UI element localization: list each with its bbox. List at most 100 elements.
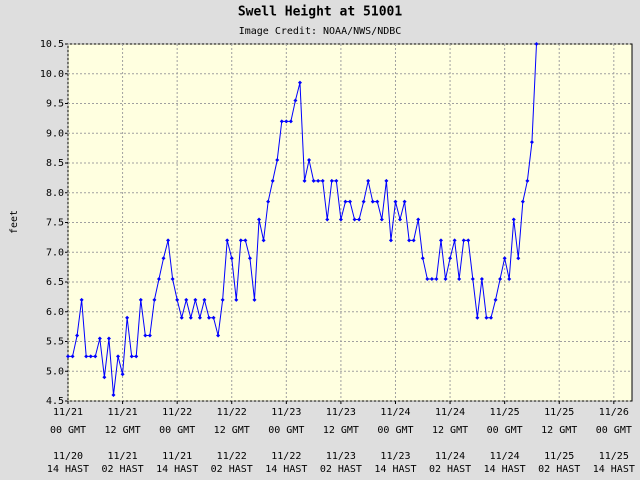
x-tick-label: 00 GMT — [159, 425, 195, 436]
data-point — [293, 98, 298, 103]
data-point — [238, 238, 243, 243]
x-tick-label: 11/23 — [380, 451, 410, 462]
x-tick-label: 11/25 — [544, 407, 574, 418]
data-point — [161, 256, 166, 261]
x-tick-label: 11/23 — [271, 407, 301, 418]
data-point — [375, 199, 380, 204]
data-point — [429, 277, 434, 282]
data-point — [525, 178, 530, 183]
data-point — [507, 277, 512, 282]
data-point — [352, 217, 357, 222]
data-point — [297, 80, 302, 85]
x-tick-label: 14 HAST — [156, 464, 198, 475]
x-tick-label: 12 GMT — [541, 425, 577, 436]
data-point — [234, 297, 239, 302]
data-point — [388, 238, 393, 243]
data-point — [179, 315, 184, 320]
x-tick-label: 02 HAST — [429, 464, 471, 475]
x-tick-label: 12 GMT — [105, 425, 141, 436]
x-tick-label: 11/26 — [599, 407, 629, 418]
data-point — [93, 354, 98, 359]
data-point — [252, 297, 257, 302]
data-point — [420, 256, 425, 261]
data-point — [334, 178, 339, 183]
x-tick-label: 11/22 — [217, 407, 247, 418]
data-point — [316, 178, 321, 183]
data-point — [479, 277, 484, 282]
data-point — [311, 178, 316, 183]
data-point — [534, 42, 539, 46]
y-tick-label: 10.5 — [40, 39, 64, 50]
data-point — [275, 158, 280, 163]
data-point — [470, 277, 475, 282]
data-point — [366, 178, 371, 183]
data-point — [156, 277, 161, 282]
data-point — [520, 199, 525, 204]
data-point — [257, 217, 262, 222]
data-point — [466, 238, 471, 243]
data-point — [434, 277, 439, 282]
x-tick-label: 02 HAST — [320, 464, 362, 475]
x-tick-label: 00 GMT — [596, 425, 632, 436]
data-point — [138, 297, 143, 302]
x-tick-label: 00 GMT — [487, 425, 523, 436]
data-point — [489, 315, 493, 320]
y-tick-label: 4.5 — [46, 396, 64, 407]
x-tick-label: 11/25 — [544, 451, 574, 462]
data-point — [225, 238, 230, 243]
data-point — [443, 277, 448, 282]
y-tick-label: 10.0 — [40, 69, 64, 80]
x-tick-label: 11/21 — [108, 451, 138, 462]
x-tick-label: 11/23 — [326, 451, 356, 462]
data-point — [125, 315, 130, 320]
data-point — [357, 217, 362, 222]
y-tick-label: 9.5 — [46, 99, 64, 110]
data-point — [216, 333, 221, 338]
data-point — [75, 333, 80, 338]
data-point — [511, 217, 516, 222]
data-point — [325, 217, 330, 222]
data-point — [288, 119, 293, 124]
x-tick-label: 00 GMT — [377, 425, 413, 436]
x-tick-label: 02 HAST — [102, 464, 144, 475]
data-point — [348, 199, 352, 204]
y-tick-label: 6.0 — [46, 307, 64, 318]
y-tick-label: 8.5 — [46, 158, 64, 169]
data-point — [452, 238, 457, 243]
data-point — [498, 277, 503, 282]
x-tick-label: 11/25 — [599, 451, 629, 462]
data-point — [166, 238, 171, 243]
data-point — [407, 238, 412, 243]
data-point — [170, 277, 175, 282]
x-tick-label: 11/24 — [435, 451, 465, 462]
data-point — [516, 256, 521, 261]
x-tick-label: 14 HAST — [484, 464, 526, 475]
x-tick-label: 11/20 — [53, 451, 83, 462]
x-tick-label: 11/22 — [217, 451, 247, 462]
y-tick-label: 5.5 — [46, 337, 64, 348]
data-point — [320, 178, 325, 183]
data-point — [175, 297, 180, 302]
data-point — [457, 277, 462, 282]
x-tick-label: 11/25 — [490, 407, 520, 418]
data-point — [270, 178, 275, 183]
data-point — [411, 238, 416, 243]
data-point — [147, 333, 152, 338]
x-tick-label: 12 GMT — [432, 425, 468, 436]
y-tick-label: 5.0 — [46, 366, 64, 377]
data-point — [84, 354, 89, 359]
data-point — [307, 158, 312, 163]
data-point — [102, 375, 107, 380]
data-point — [79, 297, 84, 302]
data-point — [202, 297, 207, 302]
x-tick-label: 11/22 — [271, 451, 301, 462]
data-point — [393, 199, 398, 204]
data-point — [266, 199, 271, 204]
y-tick-label: 7.0 — [46, 247, 64, 258]
data-point — [197, 315, 202, 320]
x-tick-label: 11/22 — [162, 407, 192, 418]
data-point — [193, 297, 198, 302]
data-point — [70, 354, 75, 359]
y-tick-label: 6.5 — [46, 277, 64, 288]
